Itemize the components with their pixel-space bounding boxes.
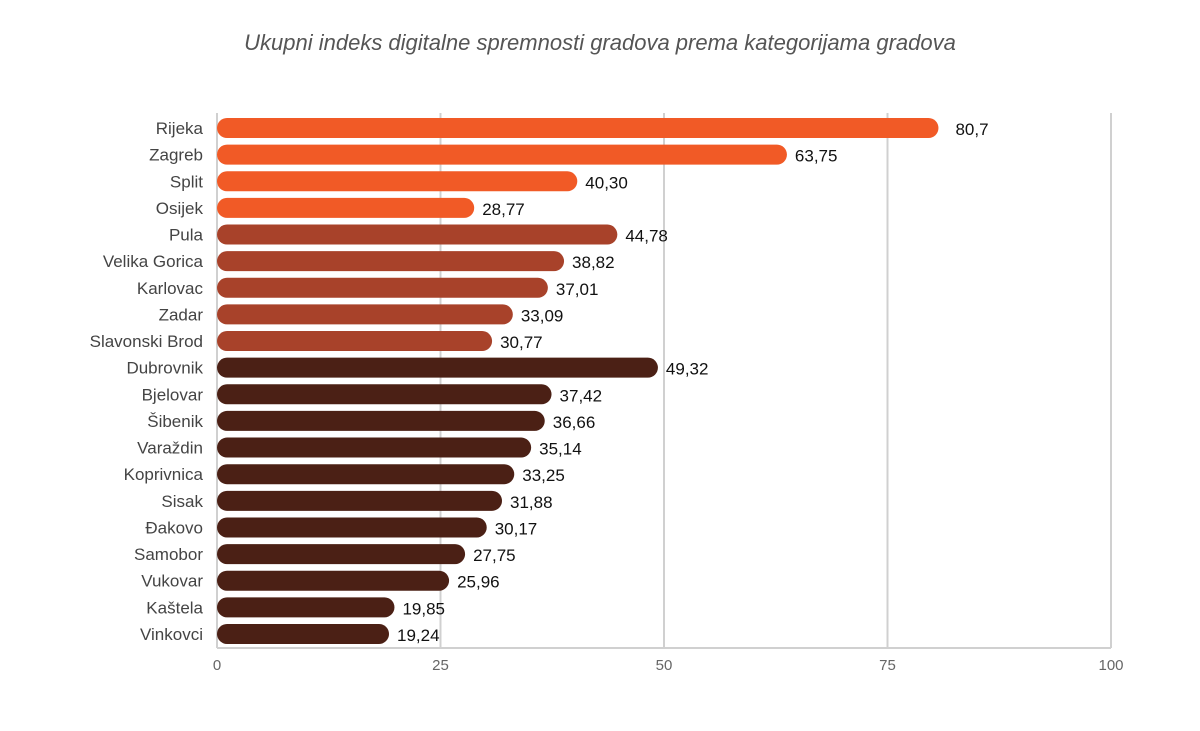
bar xyxy=(217,490,503,511)
data-label: 37,42 xyxy=(560,386,603,405)
category-label: Vukovar xyxy=(141,572,203,591)
data-label: 63,75 xyxy=(795,147,838,166)
data-label: 31,88 xyxy=(510,493,553,512)
bar xyxy=(217,597,395,618)
category-label: Zagreb xyxy=(149,146,203,165)
data-label: 33,25 xyxy=(522,466,565,485)
x-tick-label: 75 xyxy=(879,657,896,674)
x-tick-label: 100 xyxy=(1098,657,1123,674)
data-label: 27,75 xyxy=(473,546,516,565)
bar xyxy=(217,464,515,485)
category-label: Sisak xyxy=(161,492,203,511)
x-tick-label: 25 xyxy=(432,657,449,674)
category-label: Kaštela xyxy=(146,598,203,617)
category-label: Đakovo xyxy=(145,518,203,537)
data-label: 33,09 xyxy=(521,306,564,325)
bar xyxy=(217,171,578,192)
bar xyxy=(217,224,618,245)
data-label: 30,17 xyxy=(495,519,538,538)
bar xyxy=(217,623,390,644)
category-label: Dubrovnik xyxy=(126,359,203,378)
data-label: 37,01 xyxy=(556,280,599,299)
data-label: 49,32 xyxy=(666,360,709,379)
category-label: Vinkovci xyxy=(140,625,203,644)
category-label: Split xyxy=(170,172,203,191)
bar xyxy=(217,331,493,352)
data-label: 40,30 xyxy=(585,173,628,192)
bar xyxy=(217,570,450,591)
data-label: 44,78 xyxy=(625,227,668,246)
bar xyxy=(217,517,487,538)
bar xyxy=(217,544,466,565)
bar xyxy=(217,384,552,405)
category-label: Samobor xyxy=(134,545,203,564)
chart-title: Ukupni indeks digitalne spremnosti grado… xyxy=(244,30,956,55)
bar xyxy=(217,197,475,218)
bar xyxy=(217,251,565,272)
bar xyxy=(217,118,939,138)
bar xyxy=(217,304,513,325)
category-label: Varaždin xyxy=(137,439,203,458)
bar xyxy=(217,277,548,298)
category-label: Slavonski Brod xyxy=(90,332,203,351)
bar xyxy=(217,410,545,431)
category-label: Osijek xyxy=(156,199,204,218)
data-label: 80,7 xyxy=(955,120,988,139)
data-label: 28,77 xyxy=(482,200,525,219)
bar xyxy=(217,144,787,165)
data-label: 30,77 xyxy=(500,333,543,352)
category-label: Šibenik xyxy=(147,412,203,431)
category-label: Rijeka xyxy=(156,119,204,138)
category-label: Velika Gorica xyxy=(103,252,204,271)
category-label: Koprivnica xyxy=(124,465,204,484)
data-label: 19,24 xyxy=(397,626,440,645)
category-label: Pula xyxy=(169,226,204,245)
data-label: 19,85 xyxy=(402,599,445,618)
bar xyxy=(217,357,658,378)
data-label: 25,96 xyxy=(457,573,500,592)
data-label: 36,66 xyxy=(553,413,596,432)
category-label: Karlovac xyxy=(137,279,204,298)
bar xyxy=(217,437,532,458)
data-label: 35,14 xyxy=(539,440,582,459)
category-label: Zadar xyxy=(159,305,204,324)
data-label: 38,82 xyxy=(572,253,615,272)
category-label: Bjelovar xyxy=(142,385,204,404)
x-tick-label: 50 xyxy=(656,657,673,674)
x-tick-label: 0 xyxy=(213,657,221,674)
